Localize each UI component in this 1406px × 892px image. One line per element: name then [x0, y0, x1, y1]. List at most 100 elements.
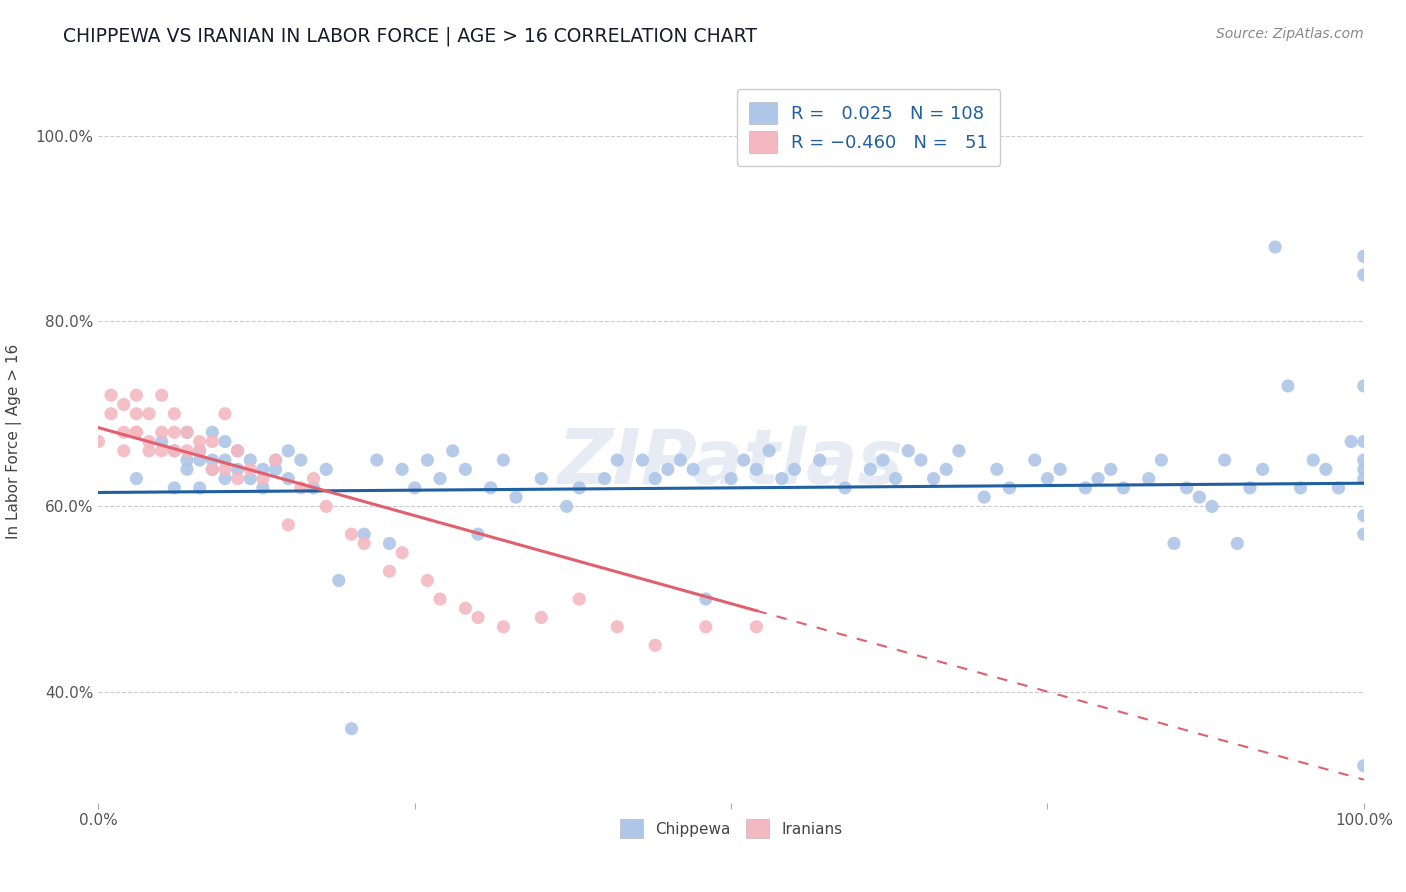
Text: ZIPatlas: ZIPatlas [558, 426, 904, 500]
Point [226, 443, 249, 458]
Point [163, 407, 186, 421]
Point [1353, 462, 1375, 476]
Point [884, 472, 907, 486]
Point [328, 574, 350, 588]
Point [163, 425, 186, 440]
Point [239, 453, 262, 467]
Point [429, 592, 451, 607]
Point [834, 481, 856, 495]
Point [100, 388, 122, 402]
Point [467, 610, 489, 624]
Point [720, 472, 742, 486]
Point [606, 453, 628, 467]
Point [859, 462, 882, 476]
Point [441, 443, 464, 458]
Point [1277, 379, 1299, 393]
Y-axis label: In Labor Force | Age > 16: In Labor Force | Age > 16 [6, 344, 21, 539]
Point [1353, 434, 1375, 449]
Point [315, 500, 337, 514]
Point [1353, 472, 1375, 486]
Point [264, 453, 287, 467]
Point [1353, 453, 1375, 467]
Point [505, 490, 527, 504]
Point [935, 462, 957, 476]
Point [657, 462, 679, 476]
Point [252, 472, 274, 486]
Point [176, 443, 198, 458]
Point [214, 434, 236, 449]
Point [872, 453, 894, 467]
Point [758, 443, 780, 458]
Point [1226, 536, 1249, 550]
Point [682, 462, 704, 476]
Point [87, 434, 110, 449]
Point [277, 472, 299, 486]
Point [568, 481, 591, 495]
Point [454, 601, 477, 615]
Point [340, 722, 363, 736]
Point [631, 453, 654, 467]
Point [252, 462, 274, 476]
Point [416, 453, 439, 467]
Point [201, 453, 224, 467]
Point [1340, 434, 1362, 449]
Point [492, 453, 515, 467]
Point [922, 472, 945, 486]
Point [808, 453, 831, 467]
Point [1315, 462, 1337, 476]
Point [745, 462, 768, 476]
Point [1289, 481, 1312, 495]
Point [391, 546, 413, 560]
Point [973, 490, 995, 504]
Point [454, 462, 477, 476]
Point [555, 500, 578, 514]
Point [188, 443, 211, 458]
Point [745, 620, 768, 634]
Point [606, 620, 628, 634]
Point [201, 425, 224, 440]
Point [226, 462, 249, 476]
Point [1087, 472, 1109, 486]
Text: Source: ZipAtlas.com: Source: ZipAtlas.com [1216, 27, 1364, 41]
Point [214, 472, 236, 486]
Point [138, 443, 160, 458]
Point [366, 453, 388, 467]
Point [1188, 490, 1211, 504]
Point [467, 527, 489, 541]
Point [302, 481, 325, 495]
Point [1201, 500, 1223, 514]
Point [1353, 527, 1375, 541]
Point [910, 453, 932, 467]
Point [1163, 536, 1185, 550]
Point [770, 472, 793, 486]
Point [1036, 472, 1059, 486]
Point [112, 443, 135, 458]
Point [429, 472, 451, 486]
Point [998, 481, 1021, 495]
Point [340, 527, 363, 541]
Point [416, 574, 439, 588]
Point [530, 472, 553, 486]
Point [277, 517, 299, 532]
Point [1137, 472, 1160, 486]
Point [150, 425, 173, 440]
Point [277, 443, 299, 458]
Point [138, 407, 160, 421]
Point [150, 434, 173, 449]
Point [125, 407, 148, 421]
Point [986, 462, 1008, 476]
Point [163, 443, 186, 458]
Point [1302, 453, 1324, 467]
Point [201, 462, 224, 476]
Point [1150, 453, 1173, 467]
Point [1251, 462, 1274, 476]
Legend: Chippewa, Iranians: Chippewa, Iranians [613, 812, 849, 846]
Point [290, 453, 312, 467]
Point [733, 453, 755, 467]
Point [188, 443, 211, 458]
Point [176, 453, 198, 467]
Point [290, 481, 312, 495]
Point [492, 620, 515, 634]
Point [1213, 453, 1236, 467]
Point [1353, 758, 1375, 772]
